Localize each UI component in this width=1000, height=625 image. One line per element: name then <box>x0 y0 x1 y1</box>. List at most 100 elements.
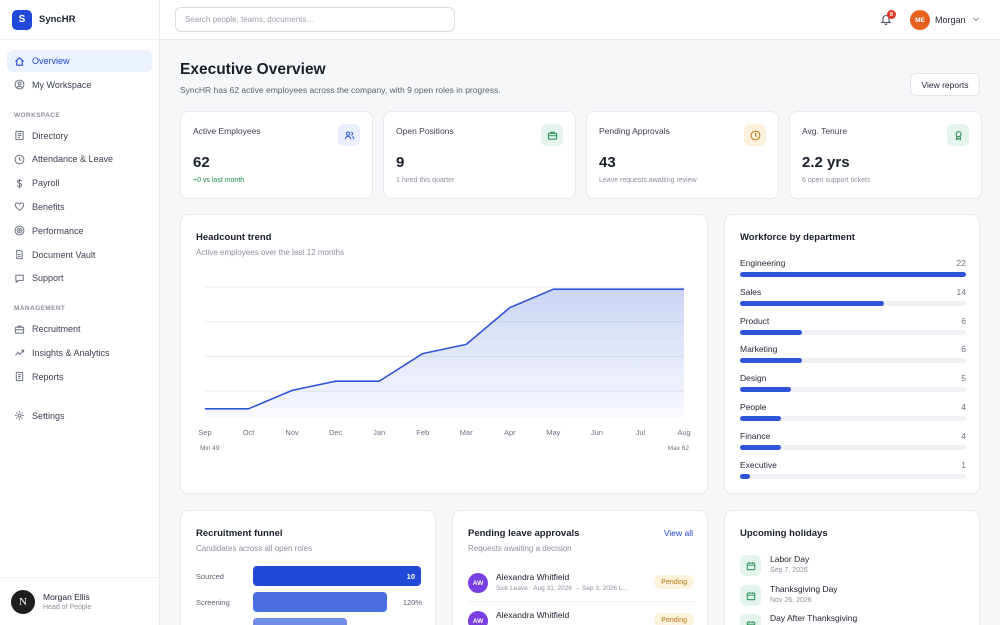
holiday-name: Thanksgiving Day <box>770 584 838 594</box>
stat-value: 9 <box>396 154 405 171</box>
user-menu-name[interactable]: Morgan <box>935 15 966 25</box>
holiday-name: Day After Thanksgiving <box>770 613 858 623</box>
view-all-link[interactable]: View all <box>663 528 693 538</box>
card-title: Workforce by department <box>740 232 855 243</box>
avatar[interactable]: ME <box>910 10 930 30</box>
department-name: Design <box>740 373 767 384</box>
sidebar-item-overview[interactable]: Overview <box>7 50 152 72</box>
sidebar-item-label: Recruitment <box>32 324 81 335</box>
x-tick-label: Oct <box>243 428 256 437</box>
topbar: 8 ME Morgan <box>160 0 1000 40</box>
sidebar-item-reports[interactable]: Reports <box>7 366 152 388</box>
dollar-icon <box>14 178 25 189</box>
status-badge: Pending <box>654 575 694 589</box>
leave-request-row[interactable]: AW Alexandra Whitfield Sick Leave · Aug … <box>468 567 694 601</box>
sidebar-item-label: Insights & Analytics <box>32 347 110 358</box>
sidebar-item-label: Directory <box>32 130 69 141</box>
notification-badge: 8 <box>887 10 896 19</box>
holiday-date: Nov 26, 2026 <box>770 597 812 604</box>
sidebar-nav: Overview My Workspace WORKSPACE Director… <box>0 40 159 427</box>
chevron-down-icon[interactable] <box>972 15 980 23</box>
sidebar-user-card[interactable]: N Morgan Ellis Head of People <box>0 577 159 625</box>
x-tick-label: Jan <box>373 428 385 437</box>
sidebar-item-insights-analytics[interactable]: Insights & Analytics <box>7 342 152 364</box>
sidebar-item-settings[interactable]: Settings <box>7 405 152 427</box>
headcount-trend-card: Headcount trend Active employees over th… <box>180 214 708 494</box>
department-name: Executive <box>740 459 777 470</box>
workforce-by-department-card: Workforce by department Engineering 22 Sal… <box>724 214 980 494</box>
leave-employee-name: Alexandra Whitfield <box>496 610 570 620</box>
sidebar-item-label: Performance <box>32 225 84 236</box>
department-bar-track <box>740 272 966 277</box>
stat-card-open-positions[interactable]: Open Positions 9 1 hired this quarter <box>383 111 576 199</box>
view-reports-button[interactable]: View reports <box>910 73 980 96</box>
leave-request-row[interactable]: AW Alexandra Whitfield Pending <box>468 605 694 625</box>
department-count: 22 <box>956 258 966 268</box>
stat-label: Active Employees <box>193 126 261 136</box>
min-label: Min 49 <box>200 445 220 452</box>
department-bar <box>740 473 751 479</box>
stat-label: Open Positions <box>396 126 454 136</box>
stat-value: 43 <box>599 154 616 171</box>
department-name: Product <box>740 315 770 326</box>
badge-icon <box>947 124 969 146</box>
sidebar-item-label: Reports <box>32 371 64 382</box>
sidebar-item-directory[interactable]: Directory <box>7 125 152 147</box>
brand-logo: S <box>12 9 32 30</box>
funnel-track <box>253 618 421 625</box>
department-count: 5 <box>961 373 966 384</box>
avatar: AW <box>468 573 488 593</box>
sidebar-item-label: Benefits <box>32 201 65 212</box>
funnel-bar <box>253 618 348 625</box>
heart-icon <box>14 201 25 212</box>
department-count: 4 <box>961 402 966 412</box>
sidebar-item-label: Document Vault <box>32 249 96 260</box>
x-tick-label: Jul <box>636 428 646 437</box>
search-input[interactable] <box>175 7 455 32</box>
sidebar-item-support[interactable]: Support <box>7 267 152 289</box>
stat-card-active-employees[interactable]: Active Employees 62 +0 vs last month <box>180 111 373 199</box>
stat-label: Pending Approvals <box>599 126 670 136</box>
department-bar-track <box>740 358 966 364</box>
holiday-item: Labor Day Sep 7, 2026 <box>740 553 966 583</box>
department-count: 4 <box>961 430 966 441</box>
stat-value: 62 <box>193 154 210 171</box>
avatar: N <box>11 589 35 614</box>
sidebar-item-attendance-leave[interactable]: Attendance & Leave <box>7 148 152 170</box>
brand[interactable]: S SyncHR <box>0 0 159 40</box>
stat-label: Avg. Tenure <box>802 126 848 136</box>
user-circle-icon <box>14 79 25 90</box>
department-name: Marketing <box>740 344 778 355</box>
sidebar-item-performance[interactable]: Performance <box>7 220 152 242</box>
department-bar <box>740 358 802 364</box>
department-name: Sales <box>740 286 762 297</box>
stat-value: 2.2 yrs <box>802 154 850 171</box>
x-tick-label: Sep <box>198 428 211 437</box>
department-bar <box>740 416 782 421</box>
avatar: AW <box>468 611 488 625</box>
brand-name: SyncHR <box>39 14 76 25</box>
leave-employee-name: Alexandra Whitfield <box>496 572 570 582</box>
sidebar-item-payroll[interactable]: Payroll <box>7 172 152 194</box>
sidebar-item-recruitment[interactable]: Recruitment <box>7 318 152 340</box>
sidebar-item-document-vault[interactable]: Document Vault <box>7 244 152 266</box>
funnel-stage-label: Sourced <box>196 572 224 581</box>
pending-leave-approvals-card: Pending leave approvals Requests awaitin… <box>452 510 708 625</box>
stat-card-pending-approvals[interactable]: Pending Approvals 43 Leave requests awai… <box>586 111 779 199</box>
department-bar <box>740 272 966 277</box>
gear-icon <box>14 410 25 421</box>
nav-spacer <box>7 390 152 405</box>
card-title: Pending leave approvals <box>468 528 580 539</box>
x-tick-label: Apr <box>504 428 516 437</box>
trend-icon <box>14 347 25 358</box>
sidebar-item-label: My Workspace <box>32 79 92 90</box>
sidebar-item-benefits[interactable]: Benefits <box>7 196 152 218</box>
briefcase-icon <box>541 124 563 146</box>
page-title: Executive Overview <box>180 61 326 78</box>
card-subtitle: Candidates across all open roles <box>196 544 313 553</box>
department-count: 6 <box>961 344 966 355</box>
stat-card-avg-tenure[interactable]: Avg. Tenure 2.2 yrs 6 open support ticke… <box>789 111 982 199</box>
headcount-chart: Sep Oct Nov Dec Jan Feb Mar Apr May Jun Jul Aug <box>198 286 691 437</box>
sidebar-item-my-workspace[interactable]: My Workspace <box>7 74 152 96</box>
home-icon <box>14 56 25 67</box>
